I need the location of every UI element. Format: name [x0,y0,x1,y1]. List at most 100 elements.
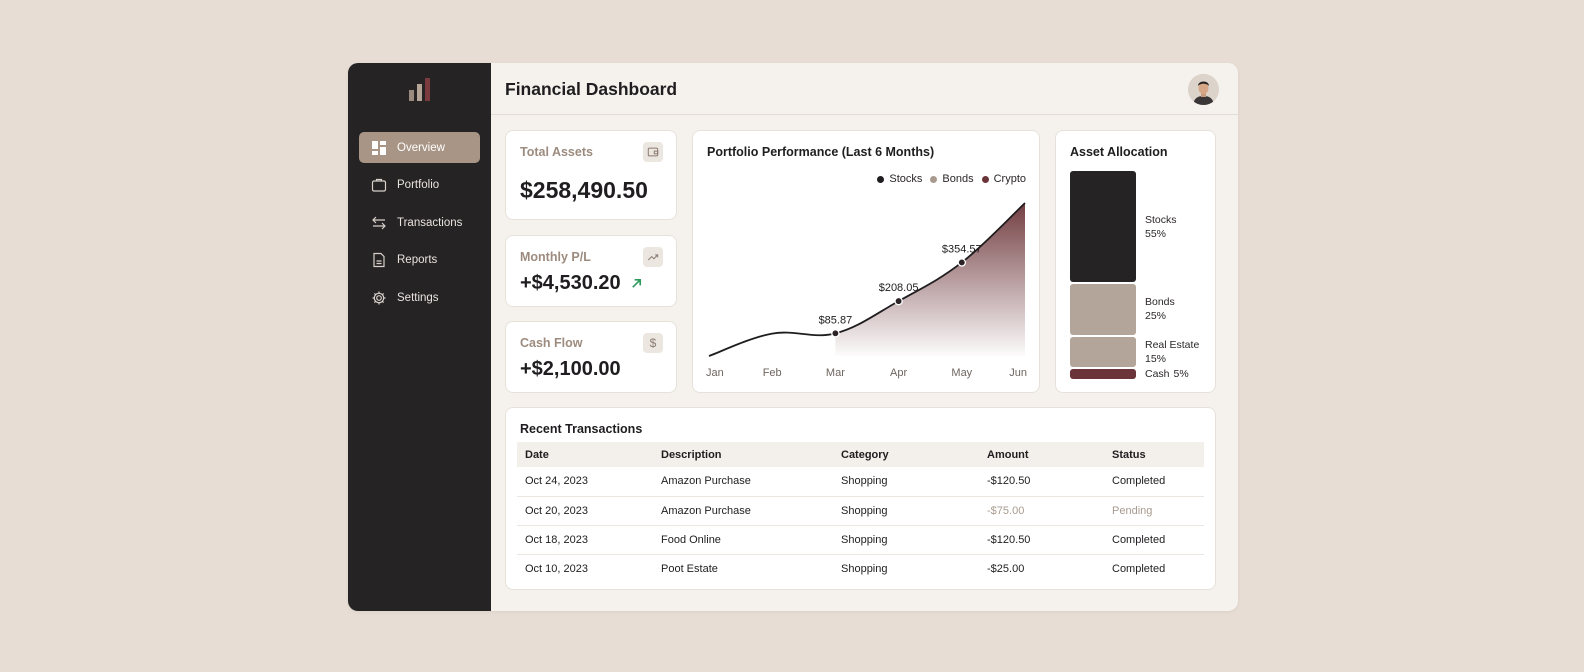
cell-status: Completed [1104,525,1204,555]
cell-description: Amazon Purchase [653,496,833,526]
stat-value: +$2,100.00 [520,358,621,380]
total-assets-card: Total Assets $258,490.50 [505,130,677,220]
x-tick-label: Apr [890,367,907,379]
monthly-pl-card: Monthly P/L +$4,530.20 [505,235,677,307]
dollar-icon: $ [643,333,663,353]
stat-value: +$4,530.20 [520,272,643,295]
avatar[interactable] [1188,74,1219,105]
cell-date: Oct 10, 2023 [525,562,588,575]
table-header-row: Date Description Category Amount Status [517,442,1204,467]
allocation-label: Stocks 55% [1145,213,1177,241]
cell-category: Shopping [833,525,979,555]
monthly-pl-value: +$4,530.20 [520,272,621,294]
data-point[interactable] [894,296,903,306]
allocation-block-bonds[interactable] [1070,284,1136,335]
table-row[interactable]: Oct 24, 2023 Amazon Purchase Shopping -$… [517,467,1204,497]
x-tick-label: Mar [826,367,845,379]
legend-dot [877,175,885,183]
cell-category: Shopping [833,467,979,497]
cell-amount: -$25.00 [987,562,1025,575]
recent-transactions-card: Recent Transactions Date Description Cat… [505,407,1216,590]
cell-description: Food Online [653,525,833,555]
cell-date: Oct 24, 2023 [517,467,653,497]
x-tick-label: Feb [763,367,782,379]
table-row[interactable]: Oct 18, 2023 Food Online Shopping -$120.… [517,525,1204,555]
allocation-name: Cash [1145,367,1170,380]
area-fill [835,203,1025,356]
table-row[interactable]: Oct 10, 2023 Poot Estate Shopping -$25.0… [517,554,1204,583]
allocation-label: Real Estate 15% [1145,338,1199,366]
stat-label: Total Assets [520,145,593,159]
allocation-label: Bonds 25% [1145,295,1175,323]
allocation-title: Asset Allocation [1070,145,1168,159]
allocation-block-cash[interactable] [1070,368,1136,379]
arrow-up-right-icon [632,279,642,289]
cash-flow-card: Cash Flow $ +$2,100.00 [505,321,677,393]
user-avatar-icon [1188,74,1219,105]
sidebar-nav: Overview Portfolio Transactions [359,132,480,320]
sidebar-item-label: Portfolio [397,179,440,191]
legend-item-crypto: Crypto [981,173,1026,185]
x-tick-label: May [951,367,972,379]
sidebar-item-reports[interactable]: Reports [359,245,480,276]
data-label: $354.57 [942,243,982,255]
sidebar-item-label: Reports [397,254,438,266]
transactions-title: Recent Transactions [520,422,643,436]
allocation-percent: 5% [1173,367,1189,380]
column-header-category[interactable]: Category [841,448,889,461]
dashboard-window: Overview Portfolio Transactions [348,63,1238,611]
allocation-name: Stocks [1145,213,1177,226]
sidebar-item-label: Settings [397,291,439,304]
sidebar-item-portfolio[interactable]: Portfolio [359,170,480,201]
arrows-exchange-icon [372,216,386,229]
transactions-table: Date Description Category Amount Status … [517,442,1204,583]
allocation-block-real-estate[interactable] [1070,336,1136,367]
legend-item-bonds: Bonds [930,173,974,185]
column-header-description[interactable]: Description [661,448,722,461]
sidebar-item-transactions[interactable]: Transactions [359,207,480,238]
cell-status: Pending [1104,496,1204,526]
page-title: Financial Dashboard [505,79,678,99]
performance-chart: $85.87 $208.05 $354.57 Jan Feb Mar Apr May Jun [706,202,1027,379]
column-header-amount[interactable]: Amount [987,448,1029,461]
legend-dot [930,175,938,183]
cell-amount: -$120.50 [979,525,1104,555]
allocation-block-stocks[interactable] [1070,171,1136,283]
data-point[interactable] [831,329,840,338]
allocation-percent: 55% [1145,227,1167,240]
sidebar-item-overview[interactable]: Overview [359,132,480,163]
bar-chart-logo-icon [409,78,430,101]
sidebar: Overview Portfolio Transactions [348,63,491,611]
sidebar-item-label: Transactions [397,216,463,229]
sidebar-item-settings[interactable]: Settings [359,282,480,313]
legend-dot [981,175,989,183]
series-line [708,202,1026,357]
data-point[interactable] [957,258,967,267]
allocation-label: Cash 5% [1145,367,1189,381]
chart-title: Portfolio Performance (Last 6 Months) [707,145,935,159]
chart-legend: Stocks Bonds Crypto [869,173,1026,185]
stat-label: Cash Flow [520,336,583,350]
allocation-name: Bonds [1145,296,1175,309]
column-header-status[interactable]: Status [1112,448,1146,461]
cell-date: Oct 20, 2023 [517,496,653,526]
stat-label: Monthly P/L [520,250,591,264]
allocation-percent: 25% [1145,310,1167,323]
document-icon [373,252,385,268]
table-row[interactable]: Oct 20, 2023 Amazon Purchase Shopping -$… [517,496,1204,526]
cell-description: Poot Estate [661,562,718,575]
allocation-name: Real Estate [1145,338,1200,351]
sidebar-item-label: Overview [397,141,445,154]
trending-up-icon [643,247,663,267]
portfolio-performance-card: Portfolio Performance (Last 6 Months) St… [692,130,1040,393]
x-tick-label: Jun [1009,367,1027,379]
legend-label: Stocks [889,173,923,185]
legend-label: Bonds [942,173,974,185]
asset-allocation-card: Asset Allocation Stocks 55% Bonds 25% Real E… [1055,130,1216,393]
data-label: $208.05 [879,282,919,294]
allocation-percent: 15% [1145,352,1167,365]
cell-amount: -$75.00 [979,496,1104,526]
cell-status: Completed [1104,467,1204,497]
cell-category: Shopping [841,562,888,575]
column-header-date[interactable]: Date [525,448,549,461]
